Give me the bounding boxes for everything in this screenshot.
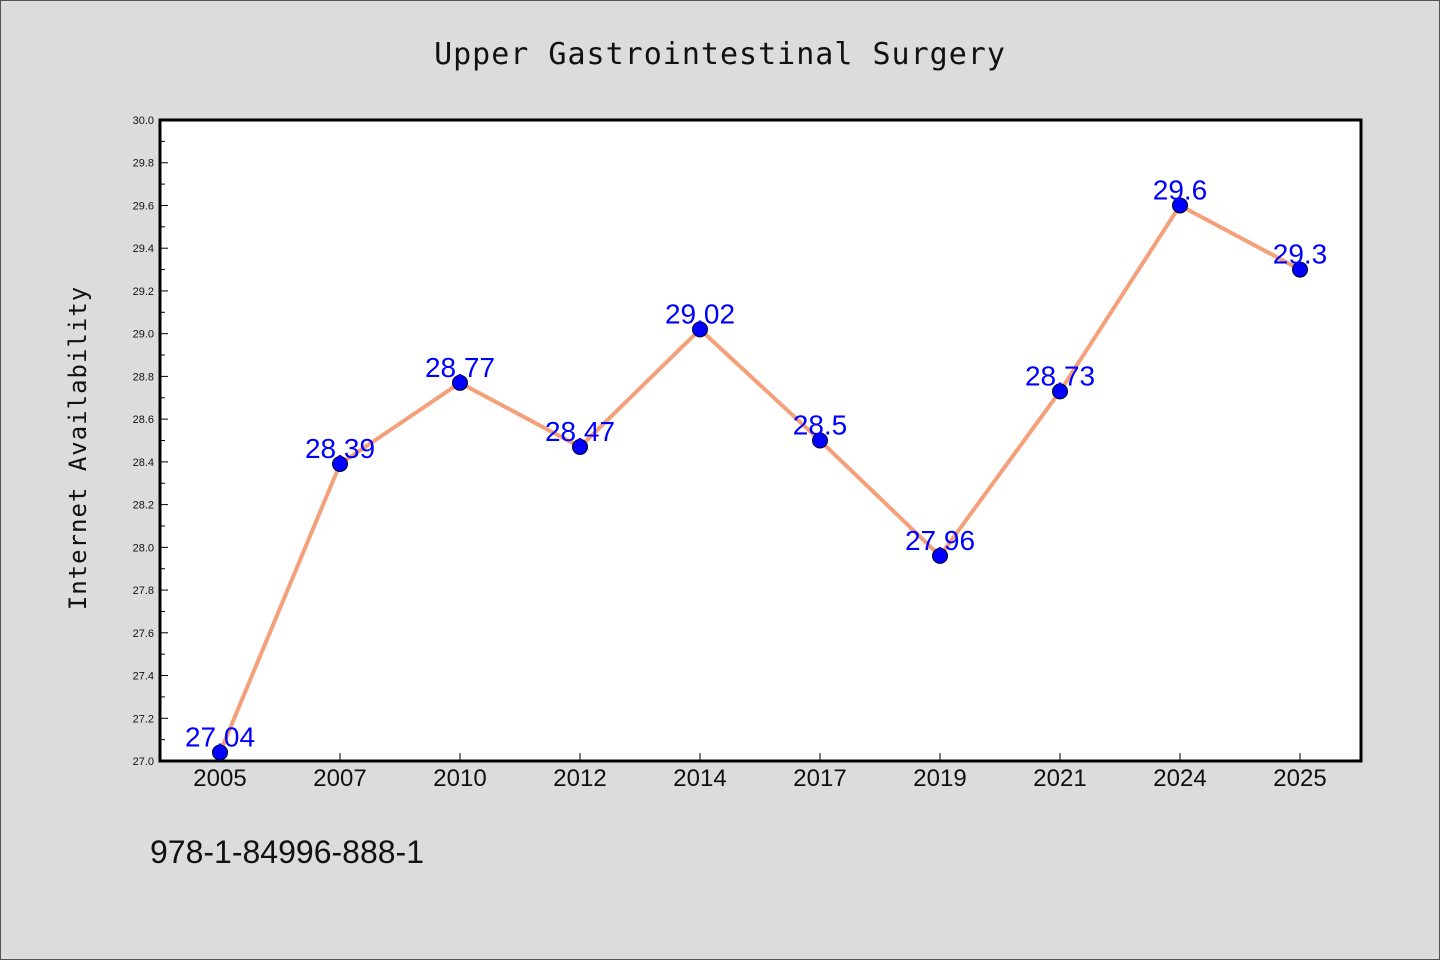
data-label: 29.6 [1153,174,1208,205]
data-label: 28.5 [793,410,848,441]
y-tick-label: 29.4 [133,243,154,255]
data-point [212,744,228,761]
data-point [932,547,948,564]
series-line-layer [218,203,1302,755]
y-tick-label: 27.0 [133,756,154,768]
data-point [1172,197,1188,214]
data-point [812,432,828,449]
x-tick-label: 2025 [1273,765,1326,792]
data-label: 29.02 [665,298,735,329]
data-label: 29.3 [1273,239,1328,270]
x-tick-label: 2017 [793,765,846,792]
y-tick-label: 27.2 [133,713,154,725]
x-tick-label: 2005 [193,765,246,792]
data-points-layer [212,197,1308,761]
data-point [1052,383,1068,400]
y-axis-label: Internet Availability [64,286,92,610]
chart-title: Upper Gastrointestinal Surgery [434,37,1006,72]
y-tick-label: 30.0 [133,115,154,127]
x-tick-label: 2010 [433,765,486,792]
data-point [692,321,708,338]
y-tick-label: 28.6 [133,414,154,426]
y-tick-label: 28.4 [133,457,154,469]
x-tick-label: 2012 [553,765,606,792]
y-tick-label: 28.2 [133,500,154,512]
data-point [572,438,588,455]
y-tick-label: 29.8 [133,158,154,170]
x-axis: 2005 2007 2010 2012 2014 2017 2019 2021 2024 2025 [193,753,1327,792]
x-tick-label: 2019 [913,765,966,792]
data-label: 28.77 [425,352,495,383]
data-point [332,456,348,473]
x-tick-label: 2021 [1033,765,1086,792]
y-tick-label: 27.8 [133,585,154,597]
data-label: 28.73 [1025,360,1095,391]
data-labels-layer: 27.04 28.39 28.77 28.47 29.02 28.5 27.96 28.73 2… [185,174,1327,752]
x-tick-label: 2024 [1153,765,1206,792]
data-label: 28.47 [545,416,615,447]
y-tick-label: 27.4 [133,671,154,683]
y-tick-label: 29.2 [133,286,154,298]
y-tick-label: 29.0 [133,329,154,341]
x-tick-label: 2014 [673,765,726,792]
data-point [452,374,468,391]
data-label: 27.04 [185,721,255,752]
plot-area [158,118,1363,763]
isbn-text: 978-1-84996-888-1 [150,834,424,870]
y-tick-label: 28.8 [133,371,154,383]
x-tick-label: 2007 [313,765,366,792]
y-tick-label: 28.0 [133,542,154,554]
y-tick-label: 27.6 [133,628,154,640]
data-label: 28.39 [305,433,375,464]
y-tick-label: 29.6 [133,200,154,212]
y-axis: 27.0 27.2 27.4 27.6 27.8 28.0 28.2 28.4 28.6 28.8… [133,115,168,768]
data-point [1292,261,1308,278]
series-line [218,203,1302,755]
data-label: 27.96 [905,525,975,556]
